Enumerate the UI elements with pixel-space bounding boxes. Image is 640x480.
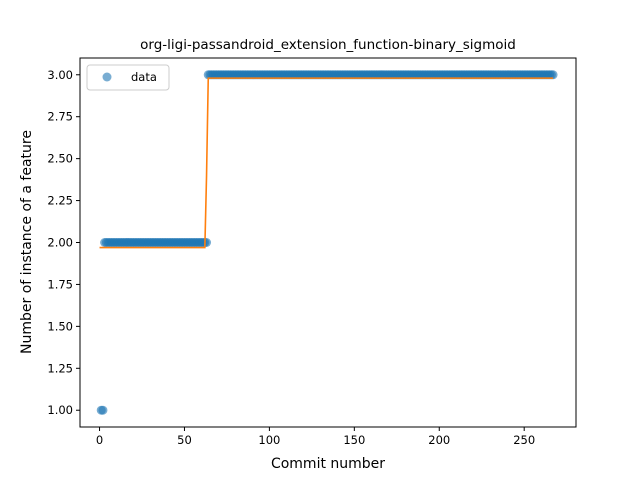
- y-tick-label: 2.50: [47, 152, 73, 166]
- x-tick-label: 0: [96, 433, 103, 447]
- y-axis-ticks: 1.00 1.25 1.50 1.75 2.00 2.25 2.50 2.75 3.00: [47, 68, 80, 417]
- x-tick-label: 200: [428, 433, 450, 447]
- data-point: [548, 70, 558, 80]
- data-point: [98, 405, 108, 415]
- legend-box: [86, 64, 170, 91]
- x-axis-label: Commit number: [271, 456, 385, 472]
- x-axis-ticks: 0 50 100 150 200 250: [96, 427, 535, 447]
- fit-line: [99, 77, 554, 249]
- data-layer: [96, 70, 558, 415]
- y-tick-label: 3.00: [47, 68, 73, 82]
- data-point: [202, 238, 212, 247]
- x-tick-label: 100: [258, 433, 280, 447]
- y-tick-label: 1.75: [47, 277, 73, 291]
- y-tick-label: 1.00: [47, 403, 73, 417]
- plot-frame: [79, 57, 577, 428]
- y-tick-label: 1.25: [47, 361, 73, 375]
- legend-marker-data: [102, 72, 112, 82]
- chart-title: org-ligi-passandroid_extension_function-…: [140, 37, 516, 53]
- y-tick-label: 2.25: [47, 194, 73, 208]
- fit-layer: [99, 77, 554, 249]
- legend: data: [86, 64, 170, 91]
- x-tick-label: 50: [177, 433, 192, 447]
- legend-label-data: data: [131, 70, 157, 84]
- x-tick-label: 150: [343, 433, 365, 447]
- y-tick-label: 1.50: [47, 319, 73, 333]
- y-tick-label: 2.75: [47, 110, 73, 124]
- y-axis-label: Number of instance of a feature: [19, 130, 35, 354]
- y-tick-label: 2.00: [47, 236, 73, 250]
- x-tick-label: 250: [513, 433, 535, 447]
